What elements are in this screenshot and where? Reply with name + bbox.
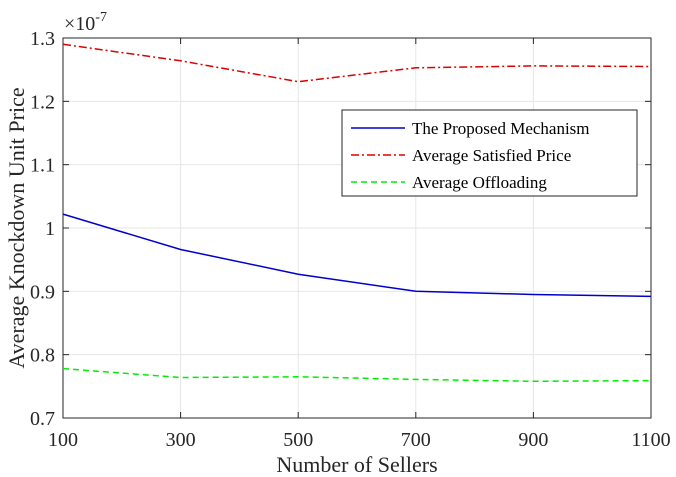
multiplier-exponent: -7 (95, 10, 107, 25)
multiplier-base: ×10 (64, 13, 95, 35)
y-axis-multiplier: ×10-7 (64, 10, 107, 35)
y-tick-label: 1.2 (30, 91, 55, 113)
y-tick-label: 0.9 (30, 281, 55, 303)
x-tick-label: 500 (283, 429, 313, 451)
y-tick-label: 1.1 (30, 155, 55, 177)
legend-entries: The Proposed Mechanism Average Satisfied … (351, 119, 590, 192)
y-axis-ticks: 0.7 0.8 0.9 1 1.1 1.2 1.3 (30, 28, 651, 430)
y-tick-label: 1 (45, 218, 55, 240)
x-axis-label: Number of Sellers (276, 452, 437, 477)
series-line-average-offloading (62, 367, 652, 383)
x-tick-label: 1100 (631, 429, 670, 451)
y-tick-label: 0.8 (30, 345, 55, 367)
y-tick-label: 1.3 (30, 28, 55, 50)
y-tick-label: 0.7 (30, 408, 55, 430)
x-axis-ticks: 100 300 500 700 900 1100 (48, 38, 671, 451)
x-tick-label: 300 (166, 429, 196, 451)
series-line-average-satisfied-price (62, 43, 652, 83)
legend-label-the-proposed-mechanism: The Proposed Mechanism (412, 119, 590, 138)
x-tick-label: 700 (401, 429, 431, 451)
series-lines (62, 43, 652, 383)
legend-label-average-satisfied-price: Average Satisfied Price (412, 146, 571, 165)
legend: The Proposed Mechanism Average Satisfied … (341, 109, 638, 197)
y-axis-label: Average Knockdown Unit Price (4, 87, 29, 368)
series-line-the-proposed-mechanism (62, 213, 652, 298)
x-tick-label: 100 (48, 429, 78, 451)
legend-label-average-offloading: Average Offloading (412, 173, 547, 192)
grid-lines (63, 38, 651, 418)
x-tick-label: 900 (518, 429, 548, 451)
